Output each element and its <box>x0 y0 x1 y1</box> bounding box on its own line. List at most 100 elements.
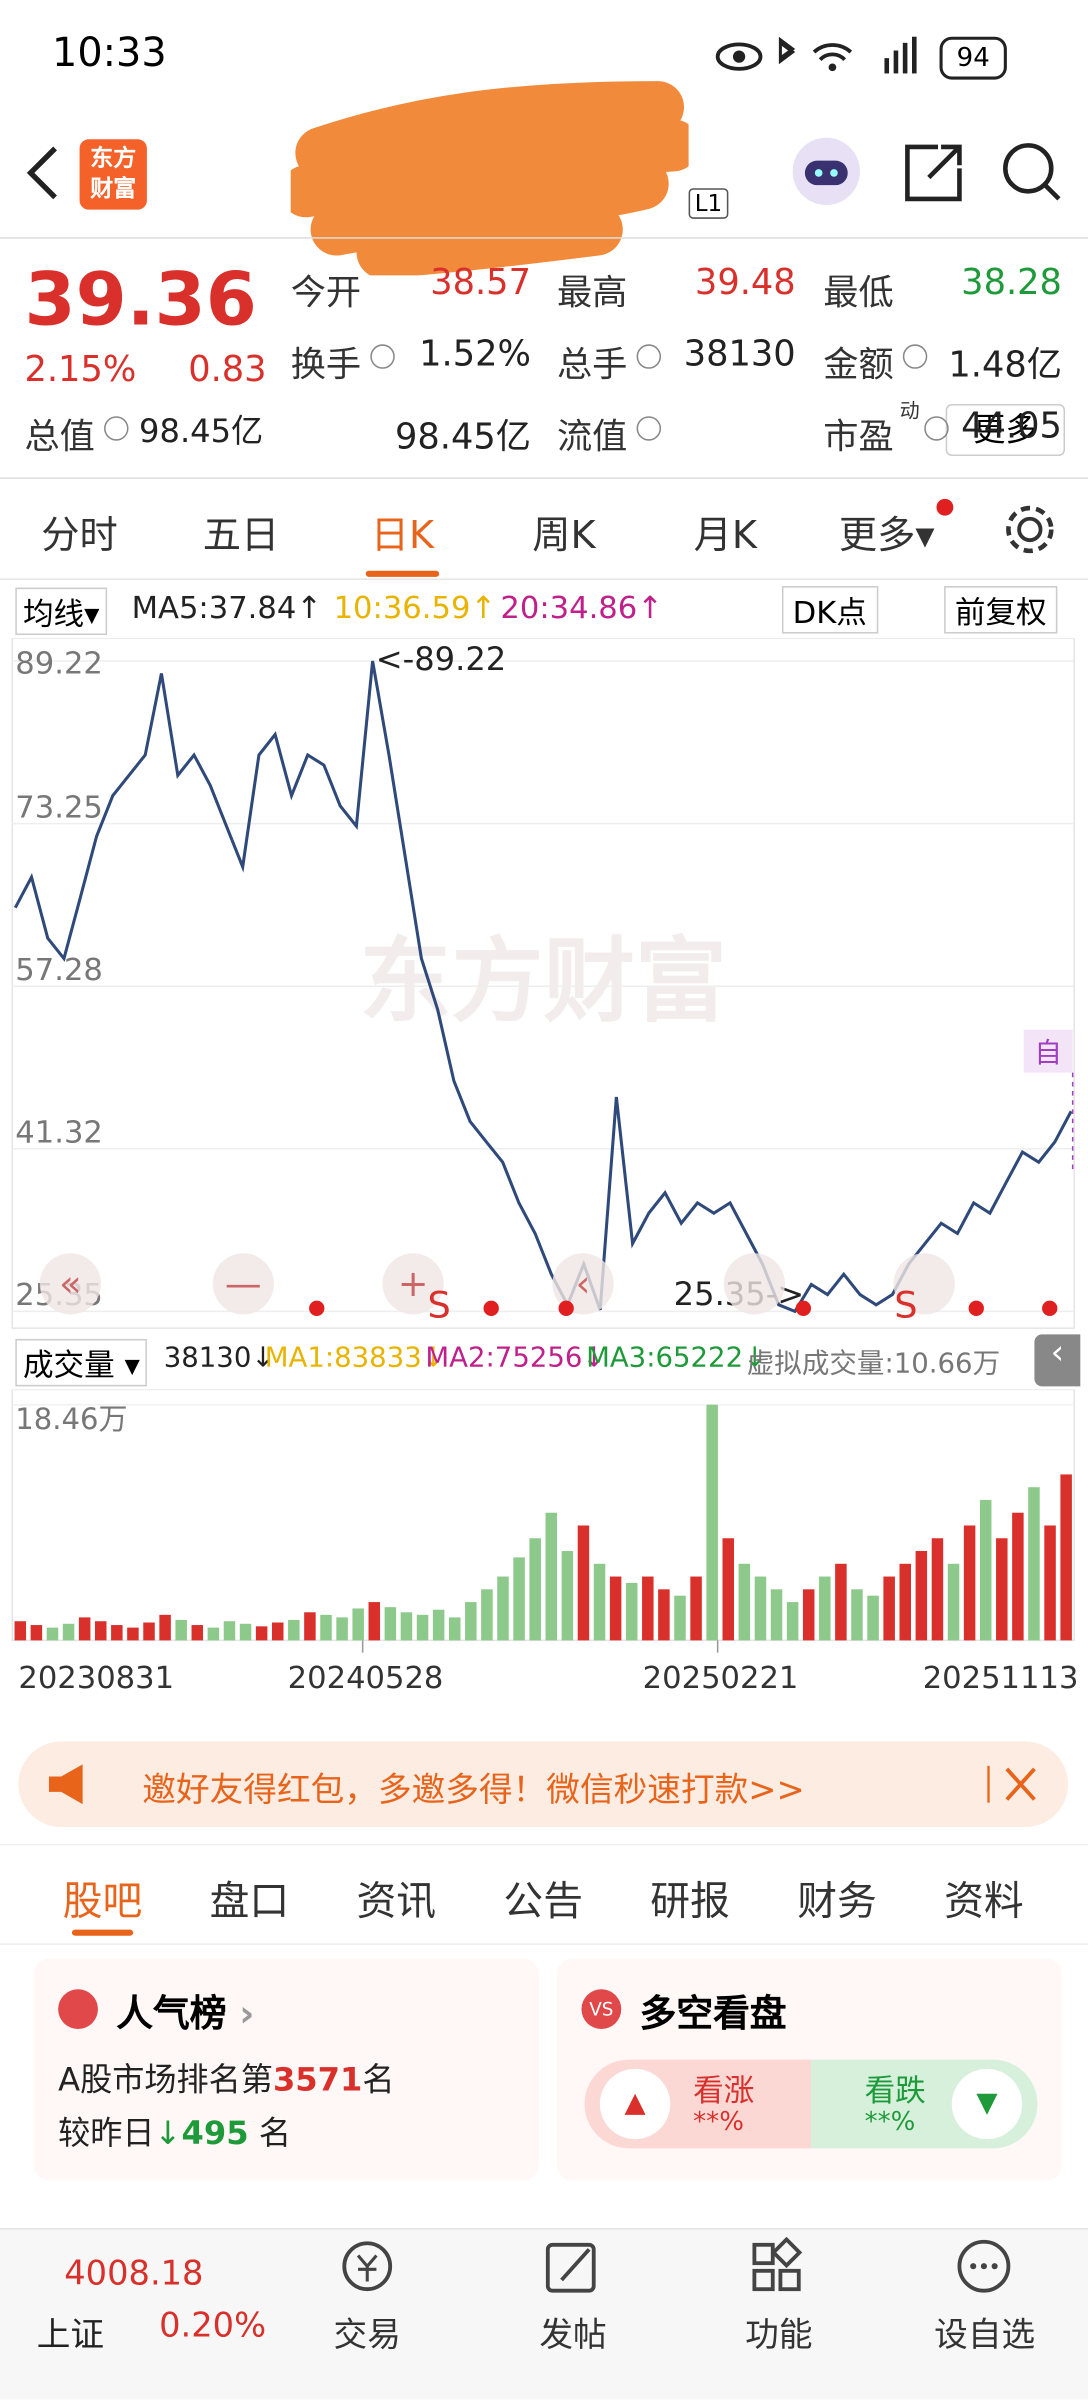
icon <box>58 1989 98 2030</box>
adjust-button[interactable]: 前复权 <box>944 586 1058 634</box>
redaction <box>290 81 689 276</box>
sub-tab[interactable]: 资料 <box>944 1879 1024 1925</box>
volume-bar <box>320 1614 332 1641</box>
banner[interactable] <box>18 1741 1069 1828</box>
period-tab[interactable]: 月K <box>693 512 757 557</box>
volume-selector[interactable]: 成交量 ▾ <box>15 1338 148 1387</box>
text: 较昨日 <box>58 2114 155 2152</box>
megaphone <box>48 1764 83 1805</box>
nav-item[interactable]: 发帖 <box>539 2316 607 2355</box>
period-tab[interactable]: 日K <box>370 512 435 557</box>
volume-bar <box>30 1625 43 1641</box>
popularity-card[interactable] <box>33 1958 539 2181</box>
sub-tab[interactable]: 股吧 <box>62 1879 143 1925</box>
divider <box>0 477 1088 479</box>
ma20: 20:34.86↑ <box>500 589 663 626</box>
rank: 3571 <box>272 2061 363 2098</box>
signal-dot <box>309 1300 325 1316</box>
sub-tab[interactable]: 资讯 <box>356 1879 437 1925</box>
label: 均线 <box>22 595 85 632</box>
dk-button[interactable]: DK点 <box>781 586 878 634</box>
volume-bar <box>255 1626 268 1641</box>
volume-bar <box>931 1538 944 1641</box>
volume-bar <box>432 1609 445 1641</box>
banner-text[interactable]: 邀好友得红包，多邀多得！微信秒速打款>> <box>142 1771 805 1811</box>
chart-button <box>723 1253 785 1315</box>
settings[interactable] <box>1002 502 1057 557</box>
volume-bar <box>802 1589 815 1641</box>
sub-tab[interactable]: 财务 <box>797 1879 877 1925</box>
period-tab[interactable]: 更多▾ <box>838 512 935 557</box>
volume-bar <box>111 1625 123 1641</box>
index-value[interactable]: 4008.18 <box>64 2255 204 2294</box>
index-name[interactable]: 上证 <box>36 2316 105 2355</box>
info-icon <box>370 344 395 369</box>
y-tick-label: 41.32 <box>15 1116 103 1151</box>
nav-item[interactable]: 功能 <box>745 2316 813 2355</box>
x-tick-label: 20240528 <box>288 1661 444 1696</box>
text: 名 <box>362 2061 395 2098</box>
volume-bar <box>658 1589 670 1641</box>
compare-line: 较昨日↓495 名 <box>58 2114 291 2152</box>
volume-bar <box>143 1622 155 1641</box>
price-chart: 东方财富89.2273.2557.2841.3225.35<-89.2225.3… <box>11 638 1075 1329</box>
volume-bar <box>223 1621 236 1641</box>
label: 成交量 <box>22 1346 115 1384</box>
volume-bar <box>513 1557 525 1641</box>
volume-bar <box>191 1625 204 1641</box>
rank-line: A股市场排名第3571名 <box>58 2055 394 2101</box>
volume-bar <box>368 1602 381 1641</box>
volume-bar <box>690 1576 702 1641</box>
signal-dot <box>483 1300 499 1316</box>
period-tab[interactable]: 周K <box>532 512 596 557</box>
period-tab[interactable]: 分时 <box>41 512 118 557</box>
text: A股市场排名第 <box>58 2061 273 2098</box>
volume-bar <box>416 1614 429 1641</box>
nav-item[interactable]: 交易 <box>333 2316 401 2355</box>
change-pct: 2.15% <box>24 350 137 391</box>
more-button[interactable]: 更多 <box>945 403 1066 456</box>
text: 人气榜 <box>116 1992 227 2036</box>
signal-dot <box>1042 1300 1058 1316</box>
close[interactable] <box>985 1763 1046 1806</box>
signal-dot <box>795 1300 812 1316</box>
logo-text: 财富 <box>90 174 137 202</box>
field-value: 98.45亿 <box>139 413 264 450</box>
logo[interactable]: 东方 财富 <box>79 139 147 210</box>
volume-bar <box>947 1563 960 1641</box>
y-tick-label: 57.28 <box>15 953 103 988</box>
volume-bar <box>352 1608 364 1641</box>
text: 名 <box>258 2114 291 2152</box>
volume-bar <box>465 1602 477 1641</box>
info-icon <box>636 344 662 369</box>
down-label: 看跌 <box>864 2071 926 2109</box>
field-label: 今开 <box>290 273 362 314</box>
button-icon: + <box>398 1262 429 1305</box>
change: 0.83 <box>188 350 267 391</box>
volume-bar <box>448 1617 461 1641</box>
volume-bar <box>159 1614 171 1641</box>
field-label: 最低 <box>823 273 894 314</box>
volume-bar <box>529 1538 541 1641</box>
volume-bar <box>963 1525 976 1641</box>
volume-bar <box>400 1612 413 1641</box>
tab-underline <box>71 1929 134 1936</box>
signal-dot <box>968 1300 984 1316</box>
nav-item[interactable]: 设自选 <box>934 2316 1036 2355</box>
sub-tab[interactable]: 盘口 <box>209 1879 290 1925</box>
back[interactable] <box>21 144 67 205</box>
sub-tab[interactable]: 研报 <box>650 1879 730 1925</box>
index-change[interactable]: 0.20% <box>159 2307 267 2346</box>
field-value: 44.05 <box>961 407 1062 447</box>
volume-bar <box>786 1602 799 1641</box>
logo-text: 东方 <box>90 143 137 172</box>
ma-selector[interactable]: 均线▾ <box>15 587 108 636</box>
volume-bar <box>770 1589 783 1641</box>
period-tab[interactable]: 五日 <box>202 512 280 557</box>
sub-tab[interactable]: 公告 <box>503 1879 584 1925</box>
volume-bar <box>94 1621 107 1641</box>
volume-bar <box>545 1512 558 1641</box>
field-label: 金额 <box>823 345 894 386</box>
collapse[interactable]: ‹ <box>1034 1334 1081 1387</box>
header-icons <box>792 137 1061 206</box>
